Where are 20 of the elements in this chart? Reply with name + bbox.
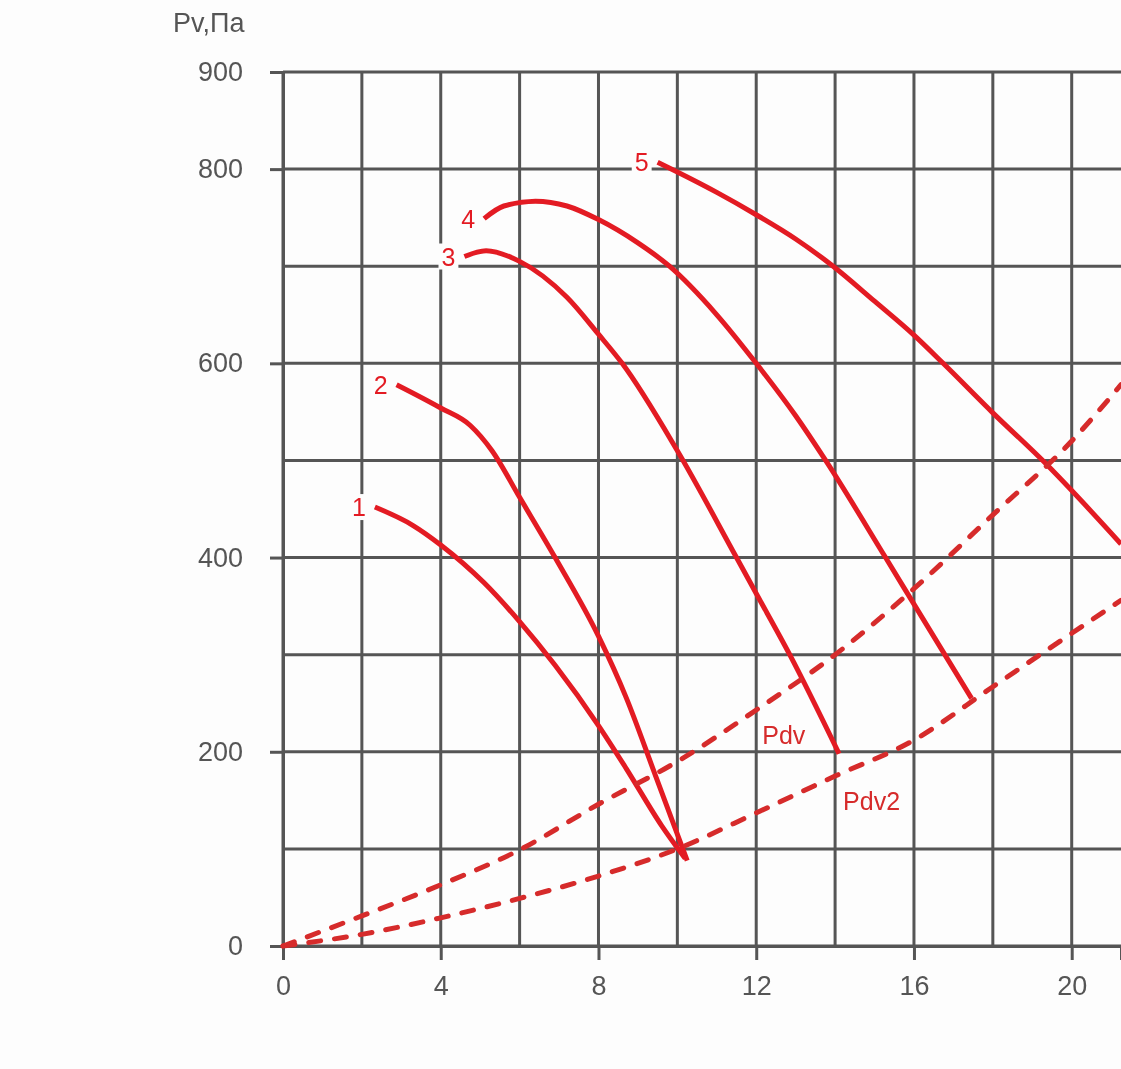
series-label: 3 [441,242,456,271]
x-tick-label: 16 [899,971,930,1002]
series-label: Pdv2 [843,787,901,816]
y-tick-label: 600 [197,348,243,379]
series-label: 4 [461,204,476,233]
y-tick-label: 0 [227,931,243,962]
y-tick-label: 400 [197,542,243,573]
series-label: 2 [373,370,388,399]
x-tick-label: 20 [1057,971,1088,1002]
series-label: Pdv [762,721,806,750]
y-tick-label: 200 [197,736,243,767]
y-tick-label: 800 [197,154,243,185]
x-tick-label: 8 [591,971,607,1002]
x-tick-label: 4 [433,971,449,1002]
y-axis-title: Pv,Па [173,8,246,38]
series-label: 1 [351,493,366,522]
series-label: 5 [634,148,649,177]
y-tick-label: 900 [197,57,243,88]
x-tick-label: 12 [741,971,772,1002]
x-tick-label: 0 [275,971,292,1002]
